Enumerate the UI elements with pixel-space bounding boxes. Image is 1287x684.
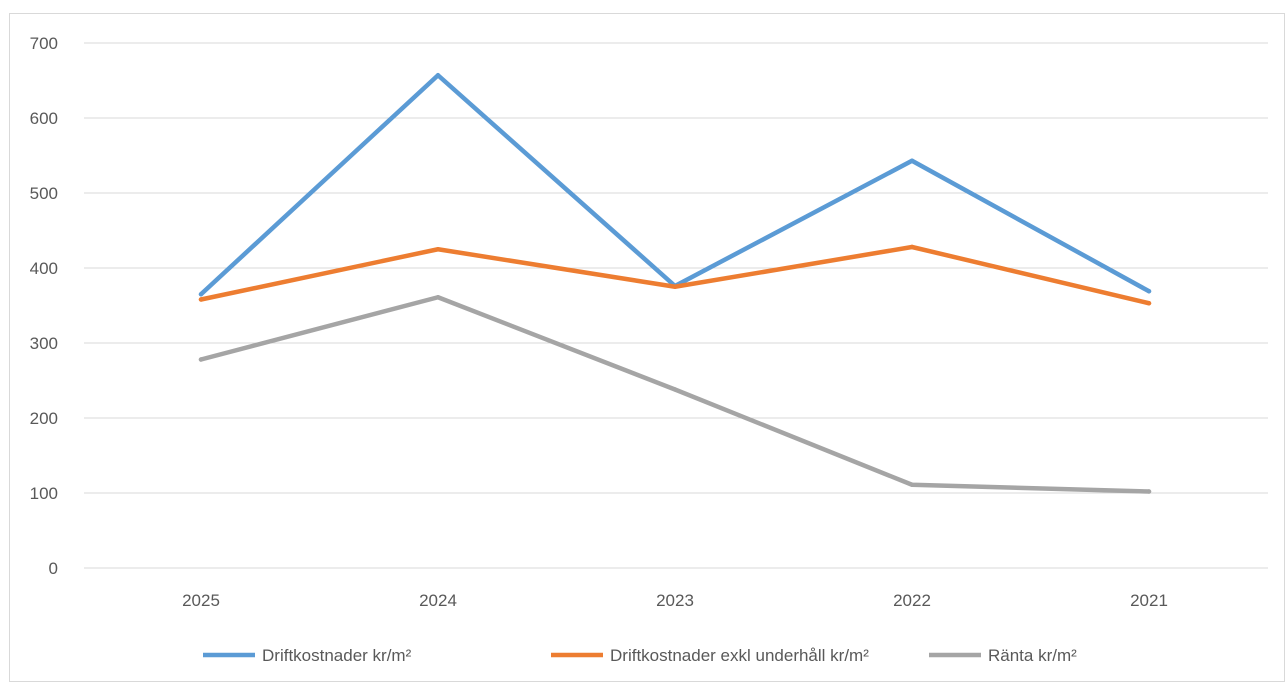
y-tick-label: 700	[30, 34, 58, 53]
data-point	[435, 73, 441, 78]
data-point	[1146, 301, 1152, 306]
series-lines	[198, 73, 1152, 494]
y-tick-label: 600	[30, 109, 58, 128]
gridlines	[84, 42, 1268, 569]
y-tick-label: 0	[49, 559, 58, 578]
data-point	[1146, 489, 1152, 494]
data-point	[435, 295, 441, 300]
legend-label: Driftkostnader kr/m²	[262, 646, 412, 665]
series-line-1	[198, 73, 1152, 297]
y-tick-label: 200	[30, 409, 58, 428]
data-point	[909, 244, 915, 250]
chart-frame	[9, 13, 1285, 682]
y-tick-label: 500	[30, 184, 58, 203]
series-line-2	[198, 244, 1152, 306]
data-point	[198, 297, 204, 302]
x-tick-label: 2021	[1130, 591, 1168, 610]
y-tick-label: 100	[30, 484, 58, 503]
data-point	[909, 482, 915, 487]
legend-label: Driftkostnader exkl underhåll kr/m²	[610, 646, 869, 665]
legend: Driftkostnader kr/m² Driftkostnader exkl …	[203, 646, 1077, 665]
data-point	[909, 158, 915, 163]
legend-label: Ränta kr/m²	[988, 646, 1077, 665]
data-point	[435, 247, 441, 252]
data-point	[198, 357, 204, 362]
x-tick-label: 2025	[182, 591, 220, 610]
data-point	[672, 387, 678, 392]
data-point	[198, 292, 204, 297]
x-tick-label: 2023	[656, 591, 694, 610]
series-line-3	[198, 295, 1152, 494]
data-point	[1146, 289, 1152, 294]
x-tick-label: 2022	[893, 591, 931, 610]
y-tick-label: 400	[30, 259, 58, 278]
x-tick-label: 2024	[419, 591, 457, 610]
y-axis-ticks: 0 100 200 300 400 500 600 700	[30, 34, 58, 578]
y-tick-label: 300	[30, 334, 58, 353]
x-axis-ticks: 2025 2024 2023 2022 2021	[182, 591, 1168, 610]
data-point	[672, 284, 678, 289]
